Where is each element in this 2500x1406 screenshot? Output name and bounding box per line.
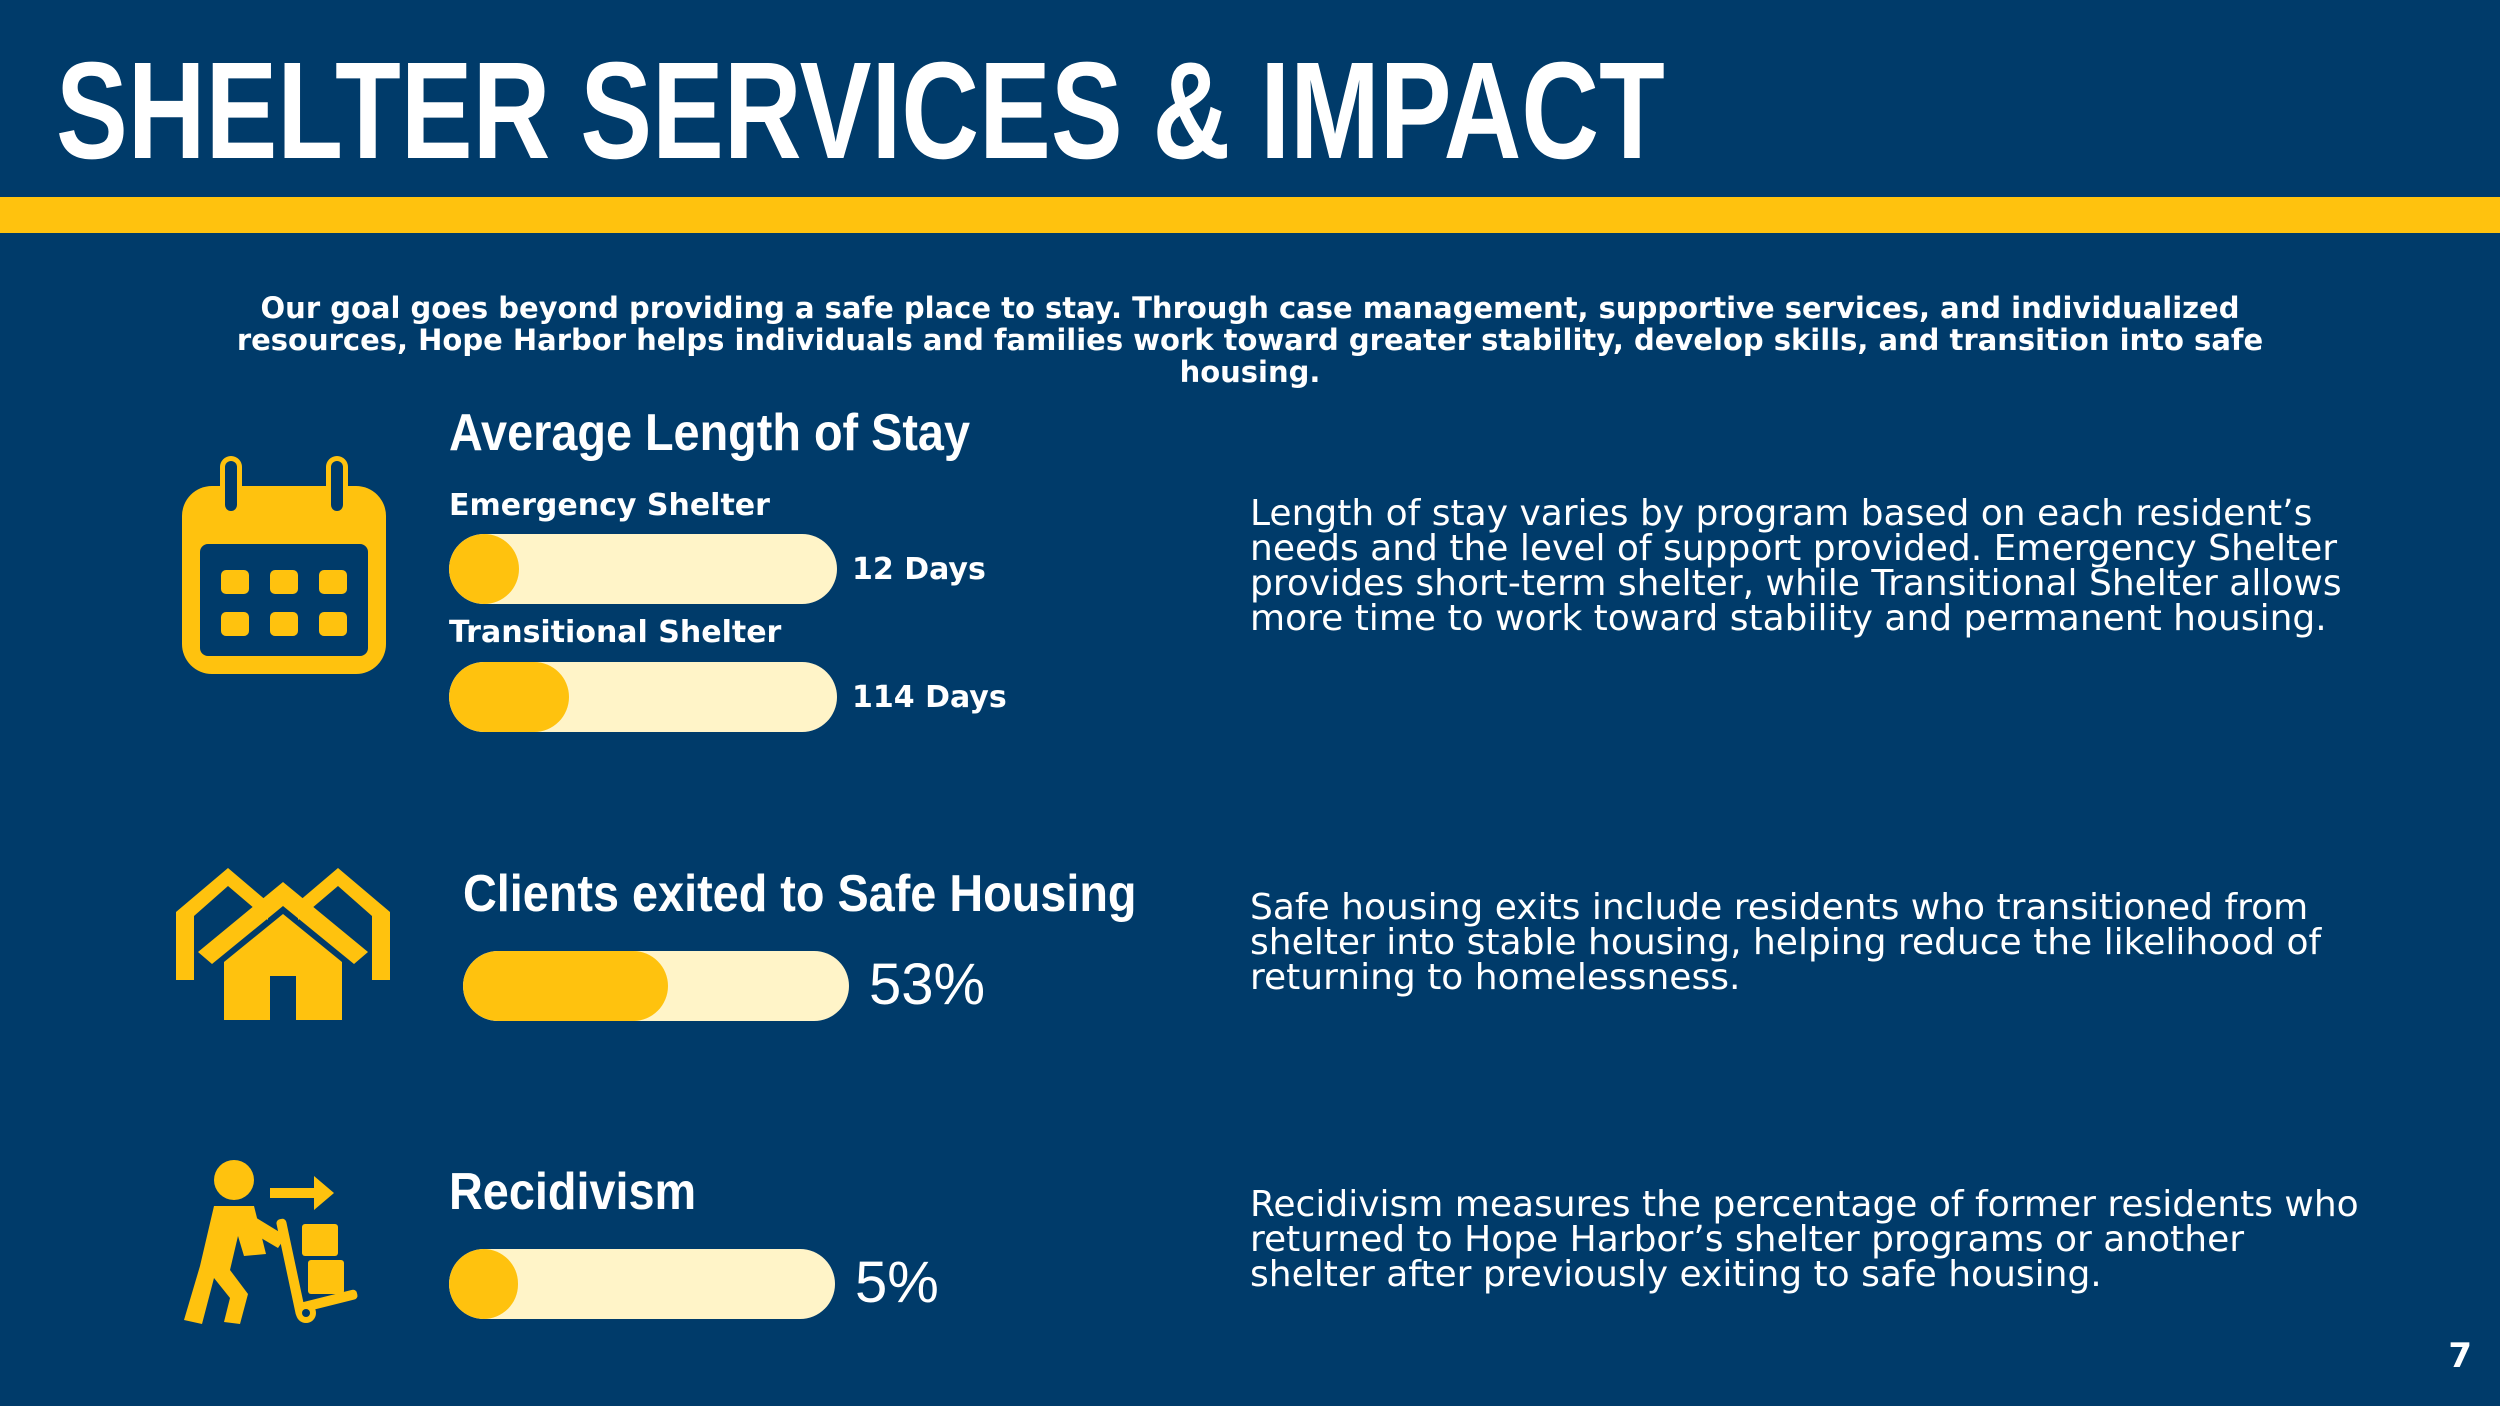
page-number: 7	[2448, 1336, 2472, 1376]
emergency-shelter-label: Emergency Shelter	[449, 488, 770, 523]
page-title: SHELTER SERVICES & IMPACT	[56, 34, 1665, 188]
housing-heading: Clients exited to Safe Housing	[463, 865, 1137, 923]
housing-bar	[463, 951, 849, 1021]
recidivism-heading: Recidivism	[449, 1163, 697, 1221]
transitional-shelter-value: 114 Days	[852, 680, 1007, 715]
emergency-shelter-bar	[449, 534, 837, 604]
recidivism-value: 5%	[855, 1250, 939, 1315]
stay-heading: Average Length of Stay	[449, 404, 970, 462]
transitional-shelter-bar	[449, 662, 837, 732]
recidivism-bar	[449, 1249, 835, 1319]
transitional-shelter-bar-fill	[449, 662, 570, 732]
header-accent-stripe	[0, 197, 2500, 233]
recidivism-bar-fill	[449, 1249, 519, 1319]
housing-bar-fill	[463, 951, 668, 1021]
stay-description: Length of stay varies by program based o…	[1250, 493, 2342, 639]
calendar-icon	[176, 456, 392, 684]
emergency-shelter-bar-fill	[449, 534, 519, 604]
recidivism-description: Recidivism measures the percentage of fo…	[1250, 1184, 2359, 1295]
transitional-shelter-label: Transitional Shelter	[449, 615, 782, 650]
emergency-shelter-value: 12 Days	[852, 552, 986, 587]
housing-description: Safe housing exits include residents who…	[1250, 887, 2322, 998]
moving-person-icon	[174, 1156, 364, 1330]
houses-icon	[176, 866, 390, 1024]
intro-text: Our goal goes beyond providing a safe pl…	[236, 291, 2264, 389]
housing-value: 53%	[869, 952, 986, 1017]
